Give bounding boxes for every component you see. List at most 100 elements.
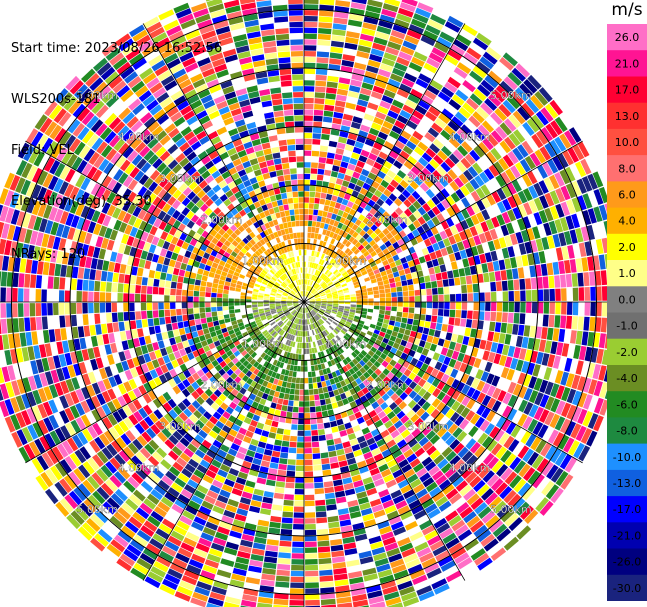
velocity-cell (377, 345, 385, 353)
velocity-cell (382, 337, 389, 344)
velocity-cell (129, 284, 136, 294)
velocity-cell (308, 294, 313, 299)
velocity-cell (335, 382, 342, 389)
velocity-cell (304, 244, 307, 250)
velocity-cell (377, 170, 386, 179)
velocity-cell (213, 352, 221, 359)
velocity-cell (398, 327, 406, 334)
velocity-cell (368, 442, 379, 451)
velocity-cell (154, 271, 161, 280)
velocity-cell (87, 347, 95, 360)
velocity-cell (356, 416, 365, 425)
velocity-cell (281, 440, 290, 447)
velocity-cell (342, 365, 349, 373)
velocity-cell (529, 152, 541, 167)
velocity-cell (5, 382, 15, 398)
velocity-cell (287, 299, 293, 301)
velocity-cell (464, 538, 479, 551)
velocity-cell (414, 161, 425, 172)
velocity-cell (493, 161, 505, 174)
velocity-cell (326, 306, 332, 310)
velocity-cell (135, 285, 141, 294)
velocity-cell (384, 420, 394, 429)
velocity-cell (510, 358, 519, 370)
velocity-cell (315, 227, 320, 234)
velocity-cell (329, 315, 335, 320)
velocity-cell (251, 548, 265, 556)
velocity-cell (292, 310, 297, 316)
velocity-cell (298, 319, 301, 325)
velocity-cell (176, 357, 185, 366)
velocity-cell (507, 345, 516, 357)
velocity-cell (457, 352, 465, 362)
velocity-cell (419, 472, 431, 483)
velocity-cell (245, 337, 252, 343)
velocity-cell (305, 576, 319, 583)
velocity-cell (389, 464, 401, 474)
velocity-cell (35, 303, 42, 317)
velocity-cell (123, 349, 132, 360)
velocity-cell (430, 408, 440, 419)
velocity-cell (275, 302, 281, 304)
velocity-cell (425, 111, 437, 122)
velocity-cell (70, 510, 85, 525)
velocity-cell (286, 382, 292, 389)
velocity-cell (162, 578, 178, 591)
velocity-cell (539, 195, 549, 209)
velocity-cell (466, 387, 476, 398)
velocity-cell (359, 367, 367, 374)
velocity-cell (304, 214, 309, 221)
velocity-cell (412, 403, 421, 413)
velocity-cell (374, 258, 382, 265)
velocity-cell (313, 209, 319, 216)
velocity-cell (327, 281, 333, 286)
velocity-cell (374, 557, 389, 567)
velocity-cell (331, 371, 338, 378)
velocity-cell (37, 419, 49, 435)
velocity-cell (395, 500, 408, 510)
velocity-cell (97, 380, 107, 393)
velocity-cell (292, 535, 304, 542)
velocity-cell (409, 296, 415, 302)
velocity-cell (260, 352, 267, 359)
velocity-cell (456, 241, 465, 251)
velocity-cell (185, 418, 195, 428)
velocity-cell (351, 593, 368, 602)
velocity-cell (350, 79, 362, 87)
velocity-cell (241, 491, 253, 500)
velocity-cell (344, 206, 352, 214)
velocity-cell (521, 254, 529, 267)
velocity-cell (338, 229, 345, 236)
velocity-cell (417, 270, 424, 278)
velocity-cell (577, 272, 584, 287)
velocity-cell (294, 359, 298, 366)
velocity-cell (304, 80, 315, 86)
velocity-cell (1, 223, 10, 239)
velocity-cell (228, 302, 234, 306)
velocity-cell (510, 91, 525, 106)
velocity-cell (93, 223, 102, 236)
velocity-cell (304, 103, 314, 110)
velocity-cell (213, 372, 222, 380)
velocity-cell (108, 261, 115, 272)
velocity-cell (505, 421, 517, 435)
velocity-cell (176, 308, 182, 316)
velocity-cell (117, 395, 127, 407)
velocity-cell (305, 279, 308, 285)
velocity-cell (221, 353, 229, 361)
velocity-cell (589, 317, 596, 332)
velocity-cell (394, 62, 408, 72)
velocity-cell (112, 398, 122, 410)
velocity-cell (250, 342, 257, 349)
velocity-cell (351, 238, 359, 246)
velocity-cell (466, 454, 478, 467)
velocity-cell (212, 425, 222, 434)
velocity-cell (298, 313, 301, 319)
velocity-cell (373, 161, 383, 170)
velocity-cell (454, 177, 464, 188)
velocity-cell (323, 481, 334, 488)
velocity-cell (289, 315, 294, 321)
velocity-cell (321, 463, 331, 471)
velocity-cell (191, 381, 200, 390)
velocity-cell (508, 517, 523, 532)
